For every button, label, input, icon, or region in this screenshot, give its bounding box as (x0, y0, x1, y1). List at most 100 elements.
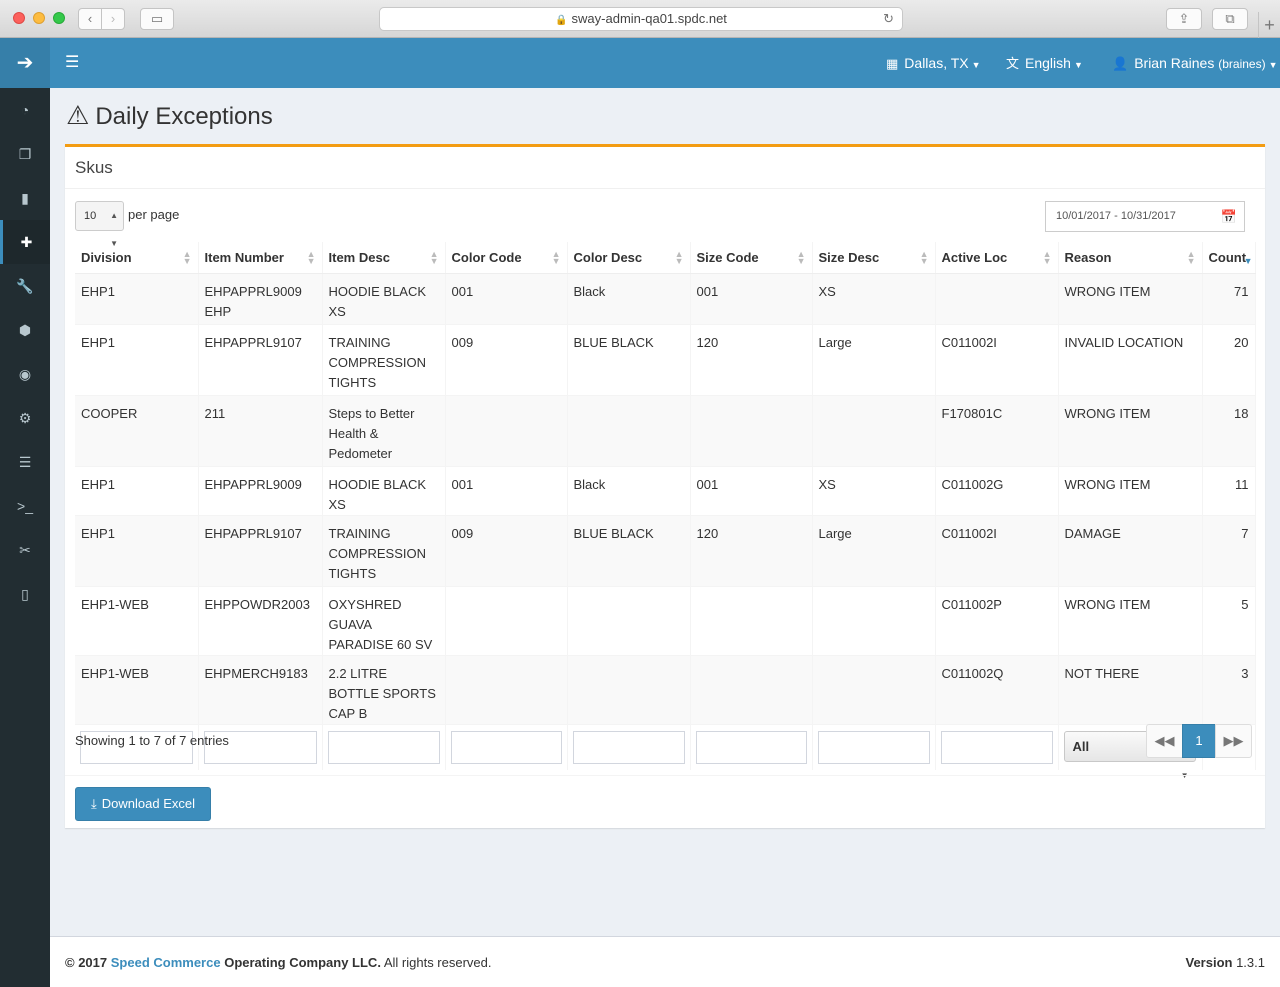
fast-forward-icon: ▶▶ (1223, 733, 1244, 748)
sidebar-item-battery[interactable]: ▯ (0, 572, 50, 616)
company-link[interactable]: Speed Commerce (110, 955, 221, 970)
terminal-icon: >_ (17, 498, 33, 514)
table-cell: 001 (445, 465, 568, 515)
sort-icon: ▲ ▼ (182, 249, 192, 266)
table-cell (445, 585, 568, 655)
column-header[interactable]: Division ▲ ▼ (75, 242, 199, 274)
logo[interactable]: ➔ (0, 38, 50, 88)
column-header[interactable]: Size Code ▲ ▼ (690, 242, 813, 274)
column-header[interactable]: Active Loc ▲ ▼ (935, 242, 1059, 274)
download-excel-button[interactable]: ⤓ Download Excel (75, 787, 211, 821)
user-dropdown[interactable]: 👤 Brian Raines (braines) ▼ (1112, 38, 1278, 90)
exceptions-table: Division ▲ ▼ Item Number ▲ ▼ Item Desc ▲ ▼ Col… (75, 242, 1256, 780)
footer-version: Version 1.3.1 (1185, 955, 1265, 970)
sidebar-item-tools[interactable]: ✂ (0, 528, 50, 572)
browser-sidebar-button[interactable]: ▭ (140, 8, 174, 30)
sidebar-item-dashboard[interactable]: ◔ (0, 88, 50, 132)
tabs-icon: ⧉ (1225, 11, 1235, 26)
table-cell (690, 394, 813, 466)
sidebar-item-copy[interactable]: ❐ (0, 132, 50, 176)
rights-text: All rights reserved. (383, 955, 492, 970)
column-header[interactable]: Color Desc ▲ ▼ (567, 242, 691, 274)
new-tab-button[interactable]: + (1258, 12, 1280, 38)
close-window-button[interactable] (13, 12, 25, 24)
filter-cell (690, 723, 813, 770)
company-suffix: Operating Company LLC. (224, 955, 381, 970)
table-cell: XS (812, 272, 936, 324)
table-cell (935, 272, 1059, 324)
column-header-label: Color Desc (573, 249, 643, 265)
back-button[interactable]: ‹ (78, 8, 102, 30)
location-dropdown[interactable]: ▦ Dallas, TX ▼ (886, 38, 981, 90)
sort-icon: ▲ ▼ (919, 249, 929, 266)
table-cell (445, 654, 568, 724)
last-page-button[interactable]: ▶▶ (1215, 724, 1252, 758)
column-filter-input[interactable] (817, 730, 930, 764)
per-page-value: 10 (84, 210, 97, 222)
minimize-window-button[interactable] (33, 12, 45, 24)
column-filter-input[interactable] (940, 730, 1053, 764)
column-header[interactable]: Item Desc ▲ ▼ (322, 242, 446, 274)
share-button[interactable]: ⇪ (1166, 8, 1202, 30)
column-filter-input[interactable] (203, 730, 317, 764)
column-header[interactable]: Item Number ▲ ▼ (198, 242, 323, 274)
forward-button[interactable]: › (101, 8, 125, 30)
copy-icon: ❐ (18, 146, 32, 162)
table-cell: EHPAPPRL9107 (198, 514, 323, 586)
table-info: Showing 1 to 7 of 7 entries (75, 733, 229, 748)
language-dropdown[interactable]: 文 English ▼ (1006, 38, 1083, 90)
address-bar[interactable]: 🔒 sway-admin-qa01.spdc.net ↻ (379, 7, 903, 31)
table-cell: EHPMERCH9183 (198, 654, 323, 724)
version-label: Version (1185, 955, 1233, 970)
column-filter-input[interactable] (695, 730, 807, 764)
table-cell: 001 (690, 465, 813, 515)
sidebar-item-medkit[interactable]: ✚ (0, 220, 50, 264)
top-navbar: ☰ ▦ Dallas, TX ▼ 文 English ▼ 👤 Brian Raines (… (50, 38, 1280, 88)
table-cell: WRONG ITEM (1058, 585, 1203, 655)
show-tabs-button[interactable]: ⧉ (1212, 8, 1248, 30)
sidebar-item-cube[interactable]: ⬢ (0, 308, 50, 352)
footer-copyright: © 2017 Speed Commerce Operating Company … (65, 955, 492, 970)
building-icon: ▦ (886, 56, 899, 71)
table-cell: XS (812, 465, 936, 515)
table-cell: 120 (690, 323, 813, 395)
file-icon: ▮ (21, 190, 29, 206)
column-filter-input[interactable] (572, 730, 685, 764)
user-circle-icon: ◉ (18, 366, 32, 382)
table-cell: BLUE BLACK (567, 514, 691, 586)
date-range-input[interactable]: 10/01/2017 - 10/31/2017 📅 (1045, 201, 1245, 232)
first-page-button[interactable]: ◀◀ (1146, 724, 1183, 758)
filter-cell (198, 723, 323, 770)
column-header[interactable]: Count ▼ (1202, 242, 1256, 274)
table-cell: INVALID LOCATION (1058, 323, 1203, 395)
reload-icon[interactable]: ↻ (883, 11, 894, 26)
menu-toggle-button[interactable]: ☰ (65, 38, 79, 88)
table-cell: HOODIE BLACK XS (322, 465, 446, 515)
per-page-select[interactable]: 10 ▲ ▼ (75, 201, 124, 248)
sidebar-item-user[interactable]: ◉ (0, 352, 50, 396)
column-header[interactable]: Color Code ▲ ▼ (445, 242, 568, 274)
table-cell: WRONG ITEM (1058, 465, 1203, 515)
sort-icon: ▲ ▼ (551, 249, 561, 266)
sidebar-item-list[interactable]: ☰ (0, 440, 50, 484)
column-filter-input[interactable] (327, 730, 440, 764)
column-header[interactable]: Size Desc ▲ ▼ (812, 242, 936, 274)
date-range-value: 10/01/2017 - 10/31/2017 (1056, 210, 1176, 222)
table-cell (690, 585, 813, 655)
page-button[interactable]: 1 (1182, 724, 1216, 758)
sidebar-item-file[interactable]: ▮ (0, 176, 50, 220)
sidebar-item-wrench[interactable]: 🔧 (0, 264, 50, 308)
column-filter-input[interactable] (450, 730, 562, 764)
table-cell: C011002Q (935, 654, 1059, 724)
column-header-label: Item Number (204, 249, 284, 265)
table-cell: TRAINING COMPRESSION TIGHTS (322, 514, 446, 586)
column-header[interactable]: Reason ▲ ▼ (1058, 242, 1203, 274)
user-handle: (braines) (1218, 57, 1266, 71)
table-row: COOPER 211 Steps to Better Health & Pedome… (75, 394, 1256, 466)
calendar-icon[interactable]: 📅 (1220, 209, 1237, 224)
table-cell: EHPAPPRL9009 EHP (198, 272, 323, 324)
sidebar-item-terminal[interactable]: >_ (0, 484, 50, 528)
column-filter-input[interactable] (80, 730, 193, 764)
sidebar-item-cogs[interactable]: ⚙ (0, 396, 50, 440)
zoom-window-button[interactable] (53, 12, 65, 24)
